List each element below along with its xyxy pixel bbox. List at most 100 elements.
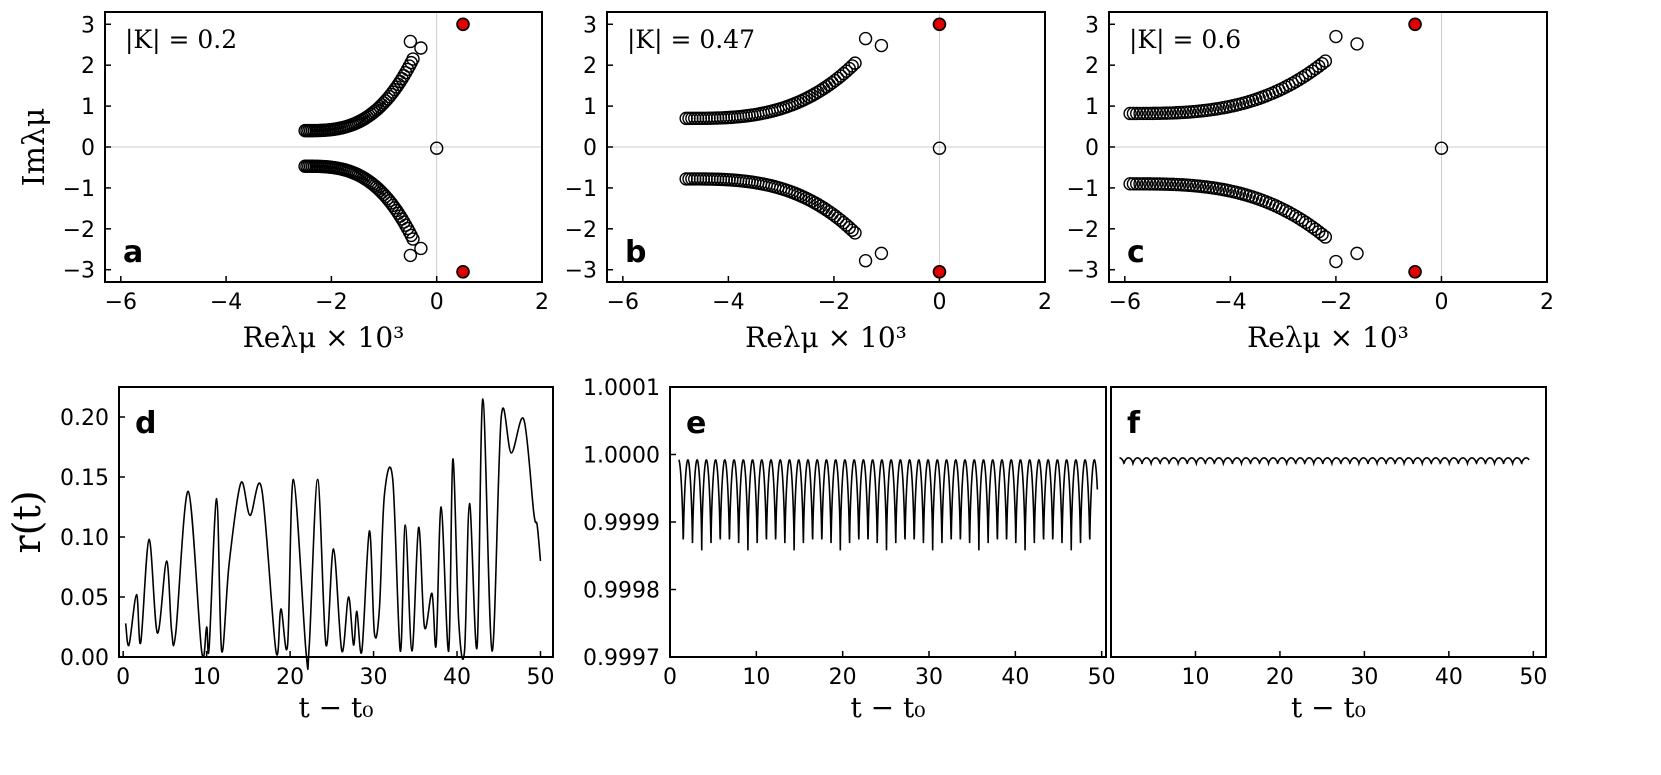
x-tick-label: 20	[276, 665, 304, 690]
eigenvalue-point	[1139, 177, 1154, 191]
eigenvalue-point	[1315, 227, 1329, 242]
panel-a: −6 −4 −2 0 2 −3 −2 −1 0 1 2 3 Reλμ × 10³ Imλμ a |K| = 0…	[17, 11, 549, 354]
eigenvalue-point	[1318, 54, 1333, 68]
data-points	[1123, 17, 1449, 279]
y-tick-label: 0.9997	[583, 646, 660, 671]
eigenvalue-point-red	[1408, 264, 1422, 279]
eigenvalue-point	[1288, 209, 1303, 223]
eigenvalue-point-red	[932, 17, 947, 32]
x-axis-label: t − t₀	[851, 691, 926, 724]
y-tick-label: 0.00	[60, 646, 109, 671]
x-tick-label: 0	[116, 665, 130, 690]
panel-label: e	[686, 406, 706, 441]
eigenvalue-point	[1153, 106, 1167, 120]
plot-frame	[118, 386, 554, 658]
y-tick-label: −2	[1067, 218, 1099, 243]
eigenvalue-point	[1146, 106, 1160, 121]
eigenvalue-point	[1350, 37, 1364, 51]
x-tick-label: 40	[1435, 665, 1463, 690]
y-tick-label: 0	[583, 136, 597, 161]
eigenvalue-point	[848, 56, 862, 70]
eigenvalue-point	[1143, 106, 1157, 121]
eigenvalue-point	[406, 52, 420, 66]
eigenvalue-point	[1329, 254, 1343, 269]
eigenvalue-point-red	[456, 264, 470, 279]
series-line	[678, 458, 1099, 551]
y-tick-label: −3	[63, 259, 95, 284]
panel-label: a	[123, 235, 143, 270]
eigenvalue-point	[1298, 215, 1313, 230]
eigenvalue-point	[1159, 177, 1174, 191]
eigenvalue-point	[1139, 106, 1154, 121]
eigenvalue-point	[845, 223, 859, 237]
eigenvalue-point	[1149, 177, 1164, 191]
y-tick-label: 0	[81, 136, 95, 161]
eigenvalue-point	[1130, 106, 1144, 121]
plot-frame	[669, 386, 1107, 658]
eigenvalue-point	[1292, 72, 1306, 87]
x-tick-label: 50	[1519, 665, 1547, 690]
x-tick-label: −6	[607, 290, 639, 315]
y-tick-label: 3	[81, 13, 95, 38]
eigenvalue-point	[1302, 217, 1316, 232]
x-tick-label: 10	[742, 665, 770, 690]
eigenvalue-point-red	[932, 264, 947, 279]
x-tick-label: 0	[932, 290, 946, 315]
x-tick-label: −2	[315, 290, 347, 315]
eigenvalue-point	[858, 254, 873, 268]
x-tick-label: 0	[1434, 290, 1448, 315]
eigenvalue-point	[1305, 64, 1319, 78]
eigenvalue-point	[1149, 106, 1164, 121]
x-tick-label: −4	[712, 290, 744, 315]
eigenvalue-point-red	[1408, 17, 1422, 32]
y-tick-label: 1	[81, 95, 95, 120]
x-tick-label: 20	[1266, 665, 1294, 690]
y-tick-label: 0.9998	[583, 579, 660, 604]
series-line	[1119, 457, 1530, 467]
panel-label: d	[135, 406, 156, 441]
x-tick-label: 2	[1540, 290, 1554, 315]
x-tick-label: 30	[360, 665, 388, 690]
x-tick-label: 30	[915, 665, 943, 690]
y-tick-label: 2	[583, 54, 597, 79]
eigenvalue-point	[932, 141, 947, 155]
x-tick-label: −4	[1214, 290, 1246, 315]
eigenvalue-point	[1133, 106, 1147, 121]
panel-e: 0 10 20 30 40 50 0.9997 0.9998 0.9999 1.0000 1.000…	[583, 376, 1116, 724]
eigenvalue-point	[1156, 106, 1170, 120]
k-annotation: |K| = 0.6	[1129, 25, 1241, 55]
y-tick-label: 1.0000	[583, 444, 660, 469]
eigenvalue-point	[403, 248, 418, 263]
x-tick-label: 30	[1350, 665, 1378, 690]
eigenvalue-point	[874, 246, 889, 261]
y-tick-label: 1	[1085, 95, 1099, 120]
eigenvalue-point	[1315, 57, 1329, 71]
x-axis-label: Reλμ × 10³	[745, 321, 907, 354]
panel-c: −6 −4 −2 0 2 −3 −2 −1 0 1 2 3 Reλμ × 10³ c |K| = 0.6	[1067, 11, 1554, 354]
x-tick-label: −6	[105, 290, 137, 315]
x-tick-label: 0	[430, 290, 444, 315]
eigenvalue-point	[1136, 106, 1151, 121]
k-annotation: |K| = 0.2	[125, 25, 237, 55]
eigenvalue-point	[1350, 246, 1364, 261]
eigenvalue-point	[1153, 177, 1167, 191]
x-tick-label: −2	[1320, 290, 1352, 315]
x-tick-label: 20	[829, 665, 857, 690]
y-tick-label: 1	[583, 95, 597, 120]
y-axis-label: Imλμ	[17, 108, 52, 187]
x-tick-label: 10	[193, 665, 221, 690]
y-tick-label: 0.10	[60, 526, 109, 551]
eigenvalue-point	[414, 41, 428, 55]
x-tick-label: 40	[1001, 665, 1029, 690]
eigenvalue-point	[1329, 29, 1343, 44]
eigenvalue-point	[1156, 177, 1170, 191]
eigenvalue-point	[403, 34, 418, 49]
panel-d: 0 10 20 30 40 50 0.00 0.05 0.10 0.15 0.20 t − t₀ r(t…	[5, 386, 554, 724]
eigenvalue-point	[874, 38, 889, 53]
x-tick-label: −6	[1109, 290, 1141, 315]
eigenvalue-point	[1159, 106, 1174, 120]
y-tick-label: −1	[1067, 177, 1099, 202]
eigenvalue-point	[1434, 141, 1449, 155]
eigenvalue-point	[1126, 106, 1141, 121]
